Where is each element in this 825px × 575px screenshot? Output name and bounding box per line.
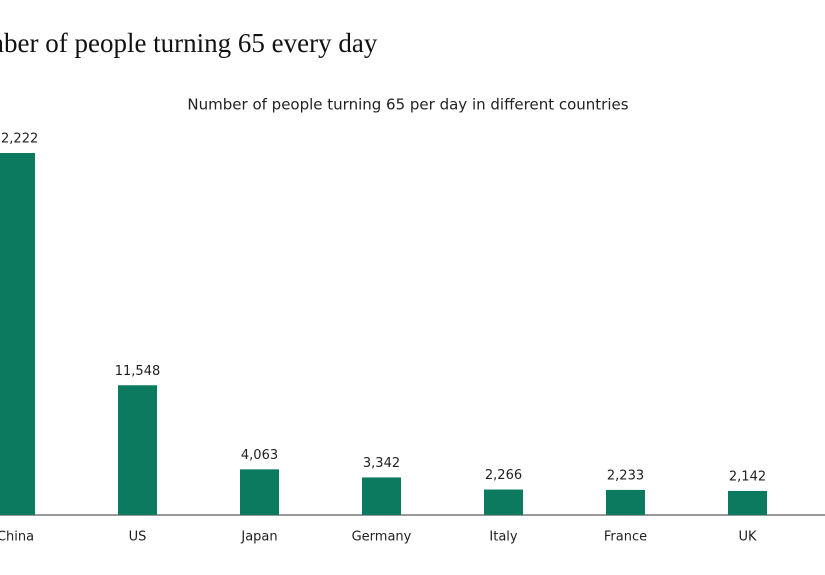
bar bbox=[728, 490, 767, 515]
value-label: 11,548 bbox=[115, 364, 161, 379]
value-label: 3,342 bbox=[363, 456, 400, 471]
x-tick-label: China bbox=[0, 530, 34, 545]
value-label: 2,142 bbox=[729, 469, 766, 484]
bar bbox=[240, 469, 279, 515]
value-label: 32,222 bbox=[0, 132, 38, 147]
value-label: 4,063 bbox=[241, 448, 278, 463]
x-tick-label: Japan bbox=[240, 530, 277, 545]
bar bbox=[118, 385, 157, 515]
bar bbox=[606, 489, 645, 515]
x-tick-label: UK bbox=[738, 530, 757, 545]
bar bbox=[484, 489, 523, 515]
bar bbox=[0, 153, 35, 515]
bar bbox=[362, 477, 401, 515]
value-label: 2,233 bbox=[607, 468, 644, 483]
x-tick-label: Germany bbox=[352, 530, 412, 545]
chart-subtitle: Number of people turning 65 per day in d… bbox=[187, 96, 628, 114]
chart-title: Number of people turning 65 every day bbox=[0, 28, 378, 58]
x-tick-label: Italy bbox=[489, 530, 518, 545]
x-tick-label: US bbox=[129, 530, 147, 545]
x-tick-label: France bbox=[604, 530, 647, 545]
value-label: 2,266 bbox=[485, 468, 522, 483]
